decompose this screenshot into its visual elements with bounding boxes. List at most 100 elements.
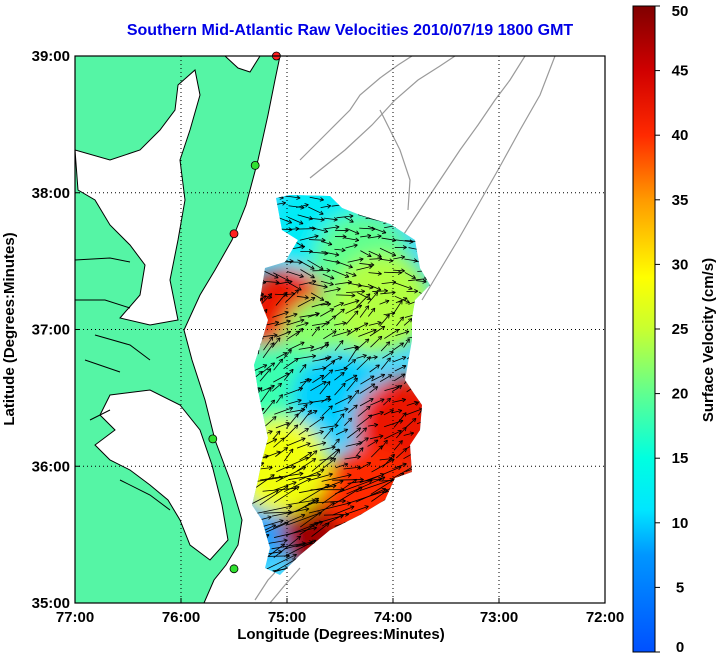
velocity-vector (343, 299, 360, 306)
velocity-vector (346, 377, 358, 392)
velocity-vector (298, 279, 317, 286)
velocity-vector (369, 256, 383, 261)
velocity-vector (307, 312, 320, 318)
velocity-vector (403, 338, 410, 348)
velocity-vector (272, 310, 289, 318)
velocity-vector (320, 423, 339, 429)
velocity-vector (263, 399, 275, 415)
y-tick-label: 36:00 (32, 458, 70, 475)
velocity-vector (393, 373, 406, 382)
y-tick-labels: 39:00 38:00 37:00 36:00 35:00 (32, 48, 80, 612)
velocity-vector (391, 408, 403, 414)
colorbar-tick-label: 0 (676, 639, 684, 656)
velocity-vector (288, 472, 322, 481)
velocity-vector (323, 512, 349, 517)
velocity-vector (379, 374, 393, 383)
velocity-vector (359, 383, 376, 394)
velocity-vector (283, 448, 294, 462)
velocity-vector (309, 283, 328, 289)
velocity-vector (296, 458, 317, 472)
velocity-vector (323, 217, 338, 222)
velocity-vector (394, 462, 407, 469)
velocity-vector (356, 354, 367, 359)
velocity-vector (297, 297, 316, 307)
velocity-vector (262, 384, 275, 392)
radar-site-marker (250, 160, 260, 170)
velocity-vector (286, 437, 306, 447)
velocity-vector (395, 447, 408, 459)
velocity-vector (368, 234, 382, 239)
colorbar-tick-label: 35 (672, 192, 689, 209)
velocity-vector (334, 340, 344, 351)
velocity-vector (298, 428, 309, 436)
velocity-vector (321, 405, 333, 417)
velocity-vector (288, 398, 302, 405)
velocity-vector (296, 203, 309, 208)
velocity-vector (372, 288, 388, 294)
velocity-vector (343, 465, 361, 470)
velocity-vector (348, 346, 359, 362)
velocity-vector (309, 217, 325, 222)
velocity-vector (346, 289, 366, 294)
colorbar (632, 5, 656, 653)
velocity-vector (416, 279, 427, 284)
velocity-vector (393, 440, 403, 451)
velocity-vector (275, 421, 290, 429)
velocity-vector (343, 237, 360, 243)
velocity-vector (259, 485, 289, 506)
velocity-vector (345, 505, 369, 515)
velocity-vector (298, 345, 315, 350)
velocity-vector (380, 357, 391, 370)
velocity-vector (344, 216, 354, 223)
velocity-vector (367, 225, 387, 234)
velocity-vector (346, 327, 359, 336)
velocity-vector (335, 413, 345, 426)
velocity-vector (344, 454, 361, 460)
colorbar-tick-label: 20 (672, 386, 689, 403)
velocity-vector (286, 413, 299, 429)
velocity-vector (310, 292, 325, 301)
velocity-vector (369, 386, 379, 394)
velocity-vector (335, 260, 353, 269)
velocity-vector (285, 464, 296, 470)
velocity-vector (356, 414, 373, 428)
colorbar-tick-label: 45 (672, 63, 689, 80)
velocity-vector (347, 427, 362, 439)
velocity-vector (332, 438, 340, 448)
velocity-vector (259, 368, 272, 382)
velocity-vector (392, 268, 405, 273)
velocity-vector (358, 462, 372, 470)
x-tick-labels: 77:00 76:00 75:00 74:00 73:00 72:00 (56, 598, 624, 626)
velocity-vector (276, 352, 288, 359)
velocity-vector (396, 426, 407, 439)
velocity-vector (284, 539, 317, 557)
velocity-vector (323, 427, 334, 440)
velocity-vector (299, 522, 319, 536)
velocity-vector (299, 451, 313, 461)
velocity-vector (323, 224, 340, 230)
velocity-vector (370, 335, 383, 348)
velocity-vector (403, 431, 415, 436)
velocity-vector (286, 271, 304, 278)
velocity-vector (321, 315, 337, 328)
chesapeake-bay (75, 69, 201, 326)
velocity-vector (310, 343, 330, 352)
velocity-vector (274, 526, 318, 538)
x-axis-label: Longitude (Degrees:Minutes) (237, 626, 445, 643)
velocity-vector (260, 387, 272, 403)
velocity-vector (367, 439, 379, 447)
velocity-vector (283, 349, 292, 359)
velocity-vector (260, 471, 304, 481)
colorbar-tick-label: 10 (672, 515, 689, 532)
velocity-vector (368, 320, 382, 326)
velocity-vector (300, 269, 315, 279)
velocity-vector (383, 397, 392, 406)
velocity-vector (276, 394, 283, 404)
velocity-vector (359, 398, 374, 407)
x-tick-label: 75:00 (268, 609, 306, 626)
velocity-vector (394, 365, 407, 372)
velocity-vector (396, 316, 404, 327)
velocity-vector (332, 269, 350, 278)
velocity-vector (272, 430, 281, 440)
